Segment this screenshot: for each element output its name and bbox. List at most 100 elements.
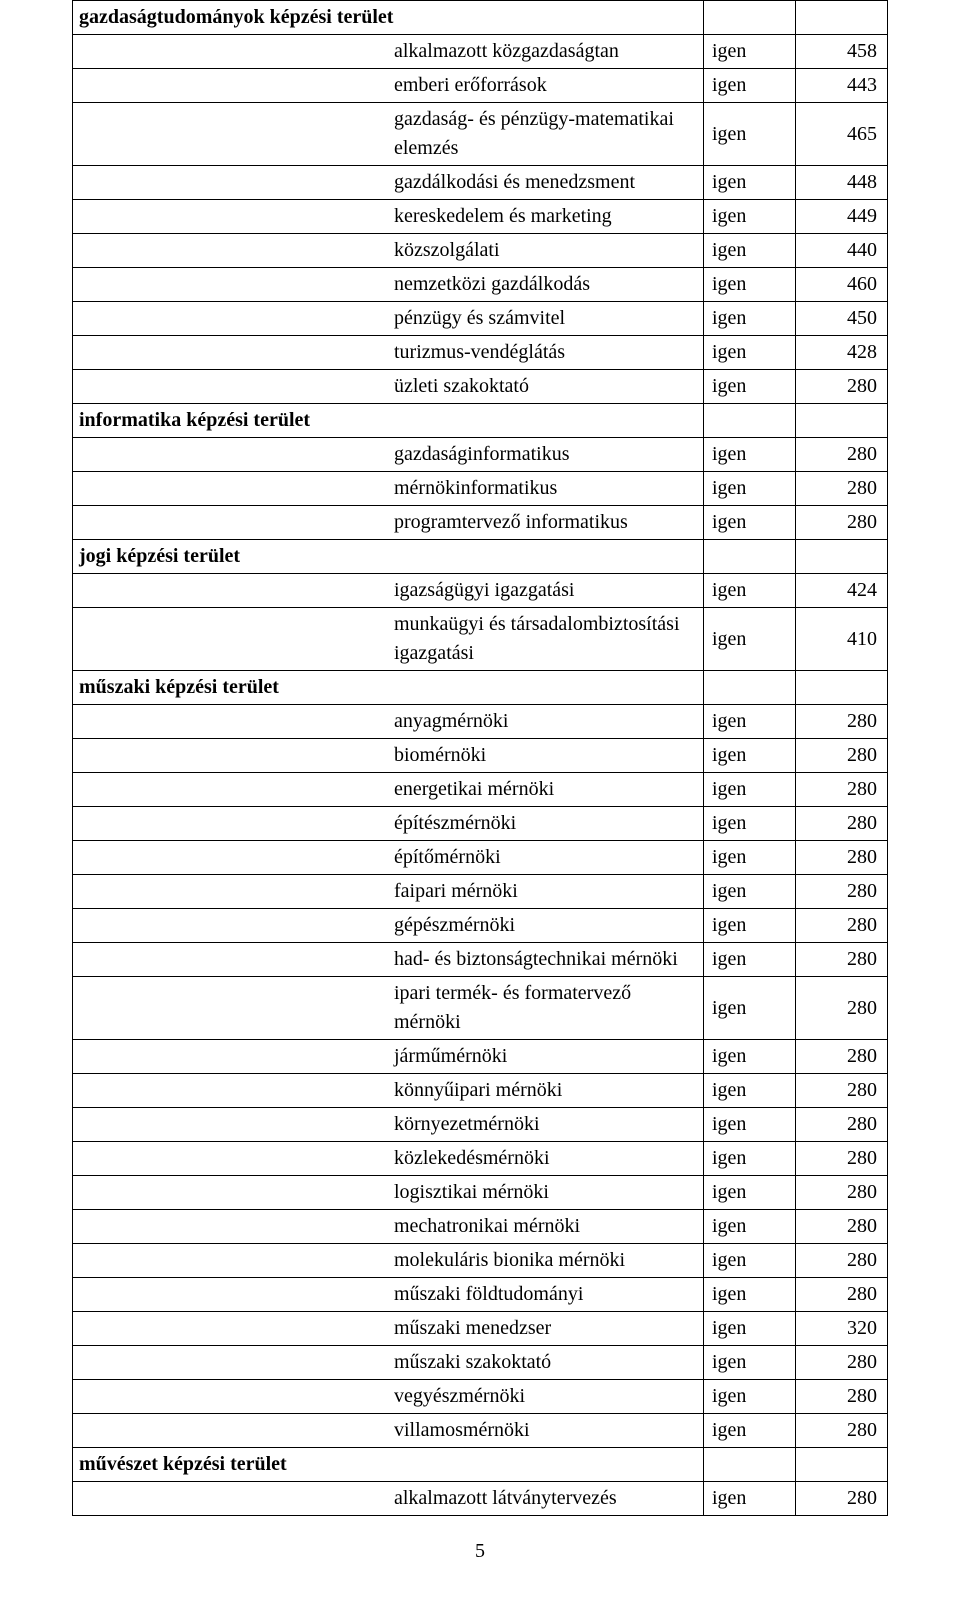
- affirm-cell: igen: [704, 234, 796, 268]
- program-name: környezetmérnöki: [388, 1108, 704, 1142]
- indent-cell: [73, 1040, 389, 1074]
- indent-cell: [73, 608, 389, 671]
- program-name: könnyűipari mérnöki: [388, 1074, 704, 1108]
- affirm-cell: igen: [704, 336, 796, 370]
- program-name: faipari mérnöki: [388, 875, 704, 909]
- program-name: turizmus-vendéglátás: [388, 336, 704, 370]
- table-row: mérnökinformatikusigen280: [73, 472, 888, 506]
- value-cell: 280: [796, 943, 888, 977]
- value-cell: 280: [796, 841, 888, 875]
- program-name: emberi erőforrások: [388, 69, 704, 103]
- table-row: igazságügyi igazgatásiigen424: [73, 574, 888, 608]
- value-cell: 280: [796, 875, 888, 909]
- affirm-cell: igen: [704, 438, 796, 472]
- table-row: mechatronikai mérnökiigen280: [73, 1210, 888, 1244]
- indent-cell: [73, 841, 389, 875]
- program-name: közlekedésmérnöki: [388, 1142, 704, 1176]
- affirm-cell: igen: [704, 943, 796, 977]
- table-row: emberi erőforrásokigen443: [73, 69, 888, 103]
- affirm-cell: igen: [704, 1482, 796, 1516]
- section-title: műszaki képzési terület: [73, 671, 704, 705]
- indent-cell: [73, 1210, 389, 1244]
- section-title: művészet képzési terület: [73, 1448, 704, 1482]
- value-cell: 280: [796, 1074, 888, 1108]
- affirm-cell: igen: [704, 705, 796, 739]
- indent-cell: [73, 773, 389, 807]
- program-name: építészmérnöki: [388, 807, 704, 841]
- indent-cell: [73, 1414, 389, 1448]
- affirm-cell: igen: [704, 773, 796, 807]
- affirm-cell: igen: [704, 69, 796, 103]
- table-row: kereskedelem és marketingigen449: [73, 200, 888, 234]
- program-name: gazdaság- és pénzügy-matematikai elemzés: [388, 103, 704, 166]
- affirm-cell: igen: [704, 35, 796, 69]
- table-row: ipari termék- és formatervező mérnökiige…: [73, 977, 888, 1040]
- value-cell: 280: [796, 1210, 888, 1244]
- affirm-cell: igen: [704, 1074, 796, 1108]
- affirm-cell: igen: [704, 875, 796, 909]
- indent-cell: [73, 200, 389, 234]
- value-cell: 449: [796, 200, 888, 234]
- table-row: építészmérnökiigen280: [73, 807, 888, 841]
- affirm-cell: igen: [704, 1312, 796, 1346]
- program-name: pénzügy és számvitel: [388, 302, 704, 336]
- section-header-row: műszaki képzési terület: [73, 671, 888, 705]
- program-name: gépészmérnöki: [388, 909, 704, 943]
- indent-cell: [73, 302, 389, 336]
- table-row: programtervező informatikusigen280: [73, 506, 888, 540]
- section-header-row: informatika képzési terület: [73, 404, 888, 438]
- program-name: mechatronikai mérnöki: [388, 1210, 704, 1244]
- value-cell: 440: [796, 234, 888, 268]
- table-row: üzleti szakoktatóigen280: [73, 370, 888, 404]
- indent-cell: [73, 909, 389, 943]
- program-name: energetikai mérnöki: [388, 773, 704, 807]
- program-name: kereskedelem és marketing: [388, 200, 704, 234]
- value-cell: 280: [796, 1040, 888, 1074]
- indent-cell: [73, 268, 389, 302]
- table-row: gazdaság- és pénzügy-matematikai elemzés…: [73, 103, 888, 166]
- value-cell: 460: [796, 268, 888, 302]
- table-row: közszolgálatiigen440: [73, 234, 888, 268]
- affirm-cell: igen: [704, 739, 796, 773]
- affirm-cell: igen: [704, 166, 796, 200]
- section-title: gazdaságtudományok képzési terület: [73, 1, 704, 35]
- value-cell: 410: [796, 608, 888, 671]
- table-row: nemzetközi gazdálkodásigen460: [73, 268, 888, 302]
- table-row: vegyészmérnökiigen280: [73, 1380, 888, 1414]
- affirm-cell: igen: [704, 1414, 796, 1448]
- value-cell: 280: [796, 1346, 888, 1380]
- table-row: közlekedésmérnökiigen280: [73, 1142, 888, 1176]
- indent-cell: [73, 943, 389, 977]
- affirm-cell: igen: [704, 608, 796, 671]
- indent-cell: [73, 875, 389, 909]
- value-cell: 465: [796, 103, 888, 166]
- indent-cell: [73, 1278, 389, 1312]
- program-name: villamosmérnöki: [388, 1414, 704, 1448]
- empty-cell: [704, 1448, 796, 1482]
- indent-cell: [73, 1074, 389, 1108]
- table-row: műszaki menedzserigen320: [73, 1312, 888, 1346]
- section-header-row: művészet képzési terület: [73, 1448, 888, 1482]
- indent-cell: [73, 1142, 389, 1176]
- table-row: járműmérnökiigen280: [73, 1040, 888, 1074]
- indent-cell: [73, 739, 389, 773]
- indent-cell: [73, 807, 389, 841]
- affirm-cell: igen: [704, 841, 796, 875]
- value-cell: 448: [796, 166, 888, 200]
- table-row: gazdálkodási és menedzsmentigen448: [73, 166, 888, 200]
- section-title: jogi képzési terület: [73, 540, 704, 574]
- table-row: turizmus-vendéglátásigen428: [73, 336, 888, 370]
- value-cell: 424: [796, 574, 888, 608]
- program-name: ipari termék- és formatervező mérnöki: [388, 977, 704, 1040]
- empty-cell: [796, 1448, 888, 1482]
- section-header-row: jogi képzési terület: [73, 540, 888, 574]
- value-cell: 320: [796, 1312, 888, 1346]
- value-cell: 280: [796, 1482, 888, 1516]
- value-cell: 280: [796, 1108, 888, 1142]
- table-row: anyagmérnökiigen280: [73, 705, 888, 739]
- affirm-cell: igen: [704, 200, 796, 234]
- affirm-cell: igen: [704, 103, 796, 166]
- table-row: munkaügyi és társadalombiztosítási igazg…: [73, 608, 888, 671]
- indent-cell: [73, 35, 389, 69]
- table-row: műszaki szakoktatóigen280: [73, 1346, 888, 1380]
